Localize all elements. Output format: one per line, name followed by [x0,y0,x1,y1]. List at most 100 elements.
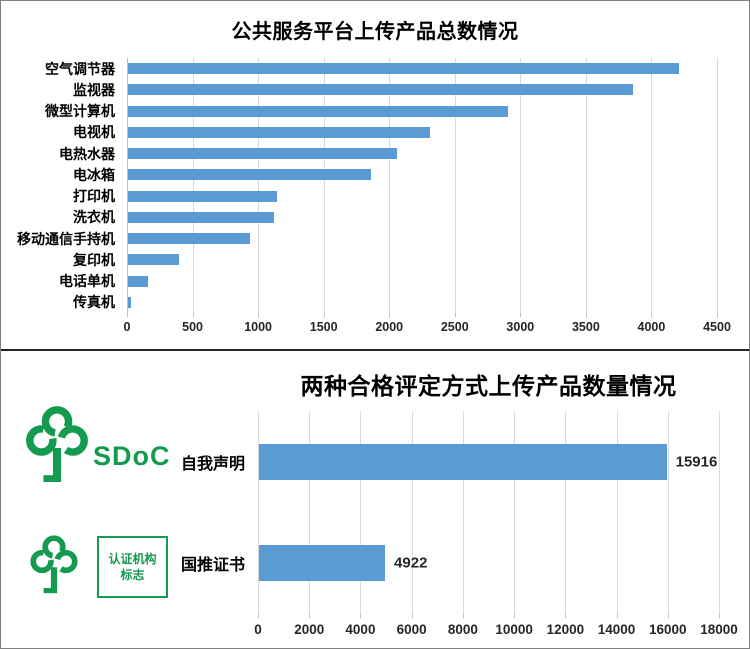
x-tick-label: 4000 [637,320,666,334]
x-tick-label: 0 [254,622,262,637]
gridline [323,58,325,313]
gridline [514,411,516,614]
x-tick-label: 18000 [700,622,738,637]
axis-tick [258,313,260,317]
gridline [258,58,260,313]
axis-tick [514,614,516,618]
category-label: 电视机 [73,124,115,141]
category-label: 监视器 [73,81,115,98]
gridline [309,411,311,614]
x-tick-label: 3500 [571,320,600,334]
axis-tick [454,313,456,317]
chart1-title: 公共服务平台上传产品总数情况 [231,21,519,43]
bar-监视器 [128,84,633,96]
axis-tick [127,313,128,317]
gridline [651,58,653,313]
x-tick-label: 1000 [244,320,273,334]
axis-tick [717,313,718,317]
category-label: 复印机 [73,251,115,268]
x-tick-label: 12000 [546,622,585,637]
gridline [411,411,413,614]
chart2-category-axis: 自我声明 国推证书 [171,411,251,614]
category-label: 传真机 [73,294,115,311]
gridline [667,411,669,614]
category-label: 打印机 [73,188,115,205]
category-label: 移动通信手持机 [17,230,115,247]
gridline [565,411,567,614]
x-tick-label: 0 [123,320,131,334]
bar-自我声明 [259,443,667,480]
gridline [360,411,362,614]
x-tick-label: 2000 [375,320,404,334]
x-tick-label: 2000 [294,622,325,637]
category-label: 国推证书 [180,557,245,575]
value-label: 4922 [394,554,428,572]
gridline [258,411,259,614]
x-tick-label: 1500 [309,320,338,334]
axis-tick [389,313,391,317]
axis-tick [719,614,720,618]
gridline [462,411,464,614]
category-label: 微型计算机 [45,103,115,120]
category-label: 电热水器 [59,145,115,162]
sdoc-label: SDoC [93,441,171,471]
chart2-title: 两种合格评定方式上传产品数量情况 [300,373,677,399]
bar-电冰箱 [128,169,371,181]
category-label: 电话单机 [59,273,115,290]
certification-body-mark-box: 认证机构 标志 [97,536,168,598]
x-tick-label: 4500 [703,320,731,334]
axis-tick [565,614,567,618]
gridline [520,58,522,313]
bar-移动通信手持机 [128,233,250,245]
gridline [192,58,194,313]
axis-tick [192,313,194,317]
bar-电话单机 [128,275,148,287]
bar-电热水器 [128,148,397,160]
x-tick-label: 500 [182,320,203,334]
chart1-plot-area: 0 500 1000 1500 2000 2500 3000 3500 4000 4500 [124,58,731,334]
bar-洗衣机 [128,211,274,223]
category-label: 电冰箱 [73,166,115,183]
x-tick-label: 8000 [447,622,478,637]
gridline [616,411,618,614]
green-product-tree-icon [26,406,88,482]
gridline [389,58,391,313]
green-product-tree-icon [30,535,78,594]
gridline [127,58,128,313]
value-label: 15916 [675,453,718,471]
x-tick-label: 2500 [440,320,469,334]
gridline [454,58,456,313]
x-tick-label: 16000 [648,622,687,637]
axis-tick [616,614,618,618]
category-label: 自我声明 [180,455,245,473]
cert-box-line2: 标志 [120,568,145,582]
bar-传真机 [128,296,132,308]
gridline [717,58,718,313]
category-label: 洗衣机 [73,209,115,226]
axis-tick [258,614,259,618]
axis-tick [411,614,413,618]
bar-微型计算机 [128,105,509,117]
bar-电视机 [128,126,430,138]
bar-国推证书 [259,545,386,582]
axis-tick [309,614,311,618]
gridline [719,411,720,614]
axis-tick [323,313,325,317]
category-label: 空气调节器 [45,60,115,77]
bar-空气调节器 [128,63,679,75]
axis-tick [651,313,653,317]
x-tick-label: 14000 [597,622,636,637]
gridline [585,58,587,313]
axis-tick [462,614,464,618]
x-tick-label: 3000 [506,320,535,334]
x-tick-label: 10000 [495,622,533,637]
bar-打印机 [128,190,278,202]
chart1-category-axis: 空气调节器监视器微型计算机电视机电热水器电冰箱打印机洗衣机移动通信手持机复印机电… [1,58,121,313]
cert-box-line1: 认证机构 [108,551,157,566]
top-chart-panel: 公共服务平台上传产品总数情况 空气调节器监视器微型计算机电视机电热水器电冰箱打印… [1,1,749,351]
x-tick-label: 4000 [345,622,376,637]
axis-tick [667,614,669,618]
chart2-plot-area: 0 2000 4000 6000 8000 10000 12000 14000 16000 180… [254,411,738,637]
axis-tick [360,614,362,618]
